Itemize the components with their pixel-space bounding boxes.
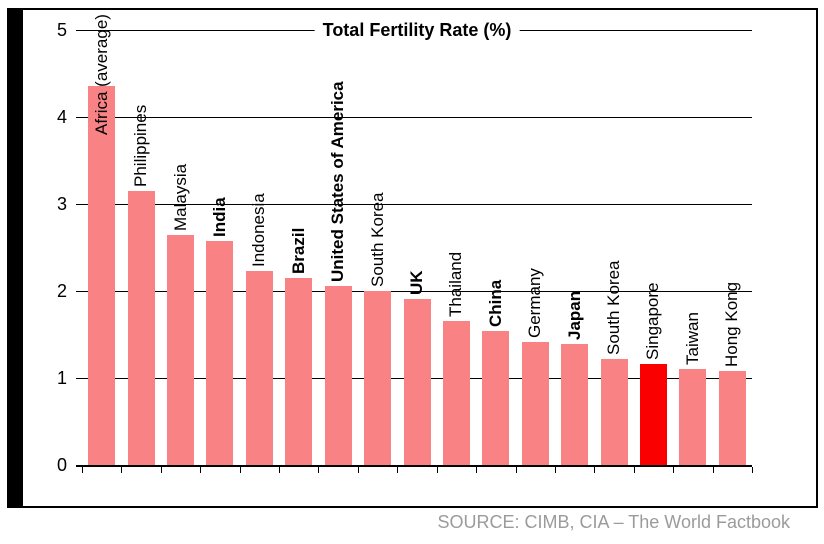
bar xyxy=(601,359,628,465)
bar xyxy=(679,369,706,465)
chart-title: Total Fertility Rate (%) xyxy=(314,19,520,41)
bar xyxy=(364,291,391,465)
bar-label: Japan xyxy=(565,290,584,340)
x-axis-line xyxy=(76,465,752,467)
bar-highlighted xyxy=(640,364,667,465)
x-axis-tick xyxy=(476,467,477,473)
y-axis-tick-label: 1 xyxy=(56,368,67,388)
bar-label: Germany xyxy=(525,268,544,338)
x-axis-tick xyxy=(713,467,714,473)
y-axis-tick-label: 5 xyxy=(56,20,67,40)
bar-label: India xyxy=(210,197,229,237)
bar-label: Brazil xyxy=(289,227,308,274)
bar-label: Taiwan xyxy=(683,312,702,365)
x-axis-tick xyxy=(634,467,635,473)
bar-label: South Korea xyxy=(604,260,623,355)
source-note: SOURCE: CIMB, CIA – The World Factbook xyxy=(437,512,790,532)
bar xyxy=(522,342,549,465)
bar xyxy=(443,321,470,465)
gridline xyxy=(76,291,752,292)
x-axis-tick xyxy=(161,467,162,473)
x-axis-tick xyxy=(200,467,201,473)
bar xyxy=(482,331,509,465)
y-axis-tick-label: 0 xyxy=(56,455,67,475)
gridline xyxy=(76,117,752,118)
bar xyxy=(404,299,431,465)
bar-label: China xyxy=(486,279,505,327)
left-accent-bar xyxy=(7,8,21,508)
y-axis-tick-label: 4 xyxy=(56,107,67,127)
x-axis-tick xyxy=(594,467,595,473)
x-axis-tick xyxy=(516,467,517,473)
bar-label: United States of America xyxy=(328,81,347,282)
bar xyxy=(88,86,115,465)
y-axis-tick-label: 3 xyxy=(56,194,67,214)
y-axis-tick-label: 2 xyxy=(56,281,67,301)
bar xyxy=(128,191,155,465)
bar-label: Thailand xyxy=(446,251,465,317)
bar xyxy=(246,271,273,465)
bar xyxy=(167,235,194,465)
bar-label: Philippines xyxy=(131,104,150,187)
chart-frame: 0 1 2 3 4 5 Africa (average) Philippines Malaysi… xyxy=(21,8,818,508)
gridline xyxy=(76,204,752,205)
bar-label: Africa (average) xyxy=(92,14,111,135)
x-axis-tick xyxy=(397,467,398,473)
x-axis-tick xyxy=(318,467,319,473)
x-axis-tick xyxy=(437,467,438,473)
bar-label: Hong Kong xyxy=(722,281,741,367)
bar xyxy=(206,241,233,465)
x-axis-tick xyxy=(555,467,556,473)
x-axis-tick xyxy=(240,467,241,473)
bar xyxy=(325,286,352,465)
x-axis-tick xyxy=(279,467,280,473)
bar-label: UK xyxy=(407,270,426,295)
x-axis-tick xyxy=(121,467,122,473)
bar-label: Malaysia xyxy=(171,163,190,231)
x-axis-tick xyxy=(358,467,359,473)
x-axis-tick xyxy=(82,467,83,473)
x-axis-tick xyxy=(752,467,753,473)
bar xyxy=(561,344,588,465)
bar-label: Singapore xyxy=(643,282,662,360)
x-axis-tick xyxy=(673,467,674,473)
bar xyxy=(285,278,312,465)
bar-label: South Korea xyxy=(368,192,387,287)
bar xyxy=(719,371,746,465)
bar-label: Indonesia xyxy=(249,193,268,267)
